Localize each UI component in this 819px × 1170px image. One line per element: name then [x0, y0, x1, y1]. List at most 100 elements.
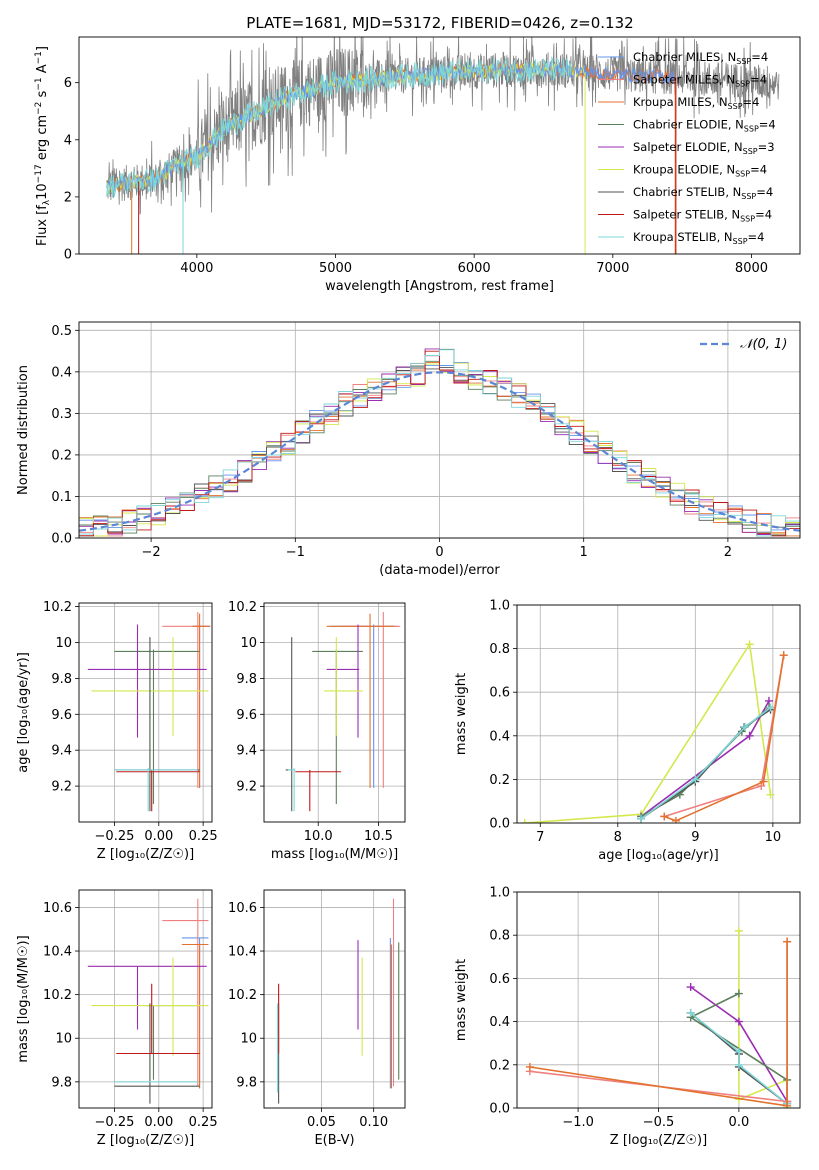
y-tick-label: 10	[55, 636, 72, 651]
weight-marker-kroupa_miles	[783, 1101, 792, 1108]
panel-residuals: −2 −1 0 1 2 0.0 0.1 0.2 0.3 0.4 0.5 (data-model)/er…	[16, 321, 801, 578]
legend-text: Kroupa STELIB, N	[633, 230, 733, 244]
x-tick-label: 0.10	[359, 1115, 388, 1130]
y-tick-label: 0.0	[51, 532, 72, 547]
y-tick-label: 0.6	[489, 972, 510, 987]
y-label-part: −1	[34, 51, 44, 64]
legend-text: Chabrier STELIB, N	[633, 185, 741, 199]
legend-label: Salpeter MILES, NSSP=4	[633, 73, 767, 89]
x-tick-label: −1	[286, 545, 305, 560]
y-tick-label: 4	[64, 133, 72, 148]
y-tick-label: 9.8	[51, 672, 72, 687]
panel-z_weight: −1.0 −0.5 0.0 0.0 0.2 0.4 0.6 0.8 1.0 Z [log₁₀(Z/…	[454, 886, 801, 1148]
grid	[79, 890, 212, 1108]
y-tick-label: 10.6	[43, 901, 72, 916]
legend-label: Kroupa ELODIE, NSSP=4	[633, 163, 767, 179]
legend-text: Kroupa ELODIE, N	[633, 163, 735, 177]
x-tick-label: −0.5	[643, 1115, 675, 1130]
panel-z_mass: −0.25 0.00 0.25 9.8 10 10.2 10.4 10.6 Z [log₁₀(Z…	[16, 889, 218, 1148]
grid	[264, 890, 405, 1108]
y-tick-label: 0.5	[51, 324, 72, 339]
weight-line-kroupa_elodie	[524, 641, 772, 823]
x-tick-label: 8	[614, 830, 622, 845]
legend-label-gaussian: 𝒩(0, 1)	[740, 337, 787, 352]
y-tick-label: 10	[240, 636, 257, 651]
legend-text: Salpeter ELODIE, N	[633, 140, 743, 154]
grid	[264, 603, 405, 822]
legend-value: =4	[750, 163, 767, 177]
legend-sub: SSP	[735, 80, 750, 89]
legend-text: Salpeter STELIB, N	[633, 208, 740, 222]
axes-frame	[263, 889, 406, 1109]
y-tick-label: 9.2	[51, 780, 72, 795]
plot-area	[520, 640, 788, 823]
y-tick-label: 9.8	[236, 672, 257, 687]
weight-marker-kroupa_miles	[759, 777, 768, 786]
y-tick-label: 0.8	[489, 929, 510, 944]
y-tick-label: 0.2	[489, 1058, 510, 1073]
y-tick-label: 0.2	[489, 773, 510, 788]
weight-line-kroupa_stelib	[640, 706, 771, 820]
x-tick-label: −0.25	[95, 829, 135, 844]
legend-value: =4	[751, 50, 768, 64]
panel-z_age: −0.25 0.00 0.25 9.2 9.4 9.6 9.8 10 10.2 Z [log₁₀(…	[16, 600, 218, 862]
weight-marker-kroupa_miles	[779, 651, 788, 660]
panel-ebv_mass: 0.05 0.10 9.8 10 10.2 10.4 10.6 E(B-V)	[228, 889, 406, 1148]
legend-text: Kroupa MILES, N	[633, 95, 728, 109]
weight-marker-kroupa_stelib	[766, 703, 775, 712]
weight-marker-kroupa_miles	[660, 812, 669, 821]
legend-sub: SSP	[728, 102, 743, 111]
y-axis-label: mass weight	[454, 673, 469, 755]
x-tick-label: 0.00	[144, 829, 173, 844]
x-axis-label: Z [log₁₀(Z/Z☉)]	[610, 1133, 707, 1148]
y-tick-label: 0.2	[51, 448, 72, 463]
weight-marker-chabrier_elodie	[734, 989, 743, 998]
weight-line-kroupa_stelib	[690, 1012, 788, 1105]
y-label-part: −17	[34, 164, 44, 183]
panel-spectrum: 4000 5000 6000 7000 8000 0 2 4 6 wavelength [Angs…	[34, 14, 801, 294]
y-tick-label: 10.2	[228, 600, 257, 615]
axes-frame	[78, 889, 213, 1109]
x-axis-label: Z [log₁₀(Z/Z☉)]	[97, 1133, 194, 1148]
plot-area	[285, 611, 401, 812]
legend-value: =3	[758, 140, 775, 154]
y-tick-label: 0	[64, 248, 72, 263]
panel-age_weight: 7 8 9 10 0.0 0.2 0.4 0.6 0.8 1.0 age [log₁₀(age/yr…	[454, 599, 801, 863]
legend-value: =4	[750, 73, 767, 87]
y-tick-label: 10.2	[228, 988, 257, 1003]
y-label-part: 10	[35, 183, 50, 200]
legend-label: Kroupa STELIB, NSSP=4	[633, 230, 764, 246]
legend-label: Chabrier ELODIE, NSSP=4	[633, 118, 776, 134]
weight-marker-kroupa_stelib	[686, 1008, 695, 1017]
y-axis-label: Flux [fλ10−17 erg cm−2 s−1 A−1]	[34, 46, 52, 246]
y-axis-label: Normed distribution	[16, 365, 31, 495]
x-tick-label: 1	[580, 545, 588, 560]
weight-line-salpeter_elodie	[640, 700, 770, 818]
grid	[517, 891, 800, 1109]
chart-title: PLATE=1681, MJD=53172, FIBERID=0426, z=0…	[246, 14, 633, 32]
y-tick-label: 1.0	[489, 599, 510, 614]
y-tick-label: 9.2	[236, 780, 257, 795]
y-tick-label: 10.4	[43, 945, 72, 960]
x-tick-label: 0.05	[307, 1115, 336, 1130]
y-tick-label: 9.6	[51, 708, 72, 723]
legend-sub: SSP	[733, 237, 748, 246]
y-label-part: λ	[42, 199, 52, 205]
weight-marker-kroupa_stelib	[734, 1060, 743, 1069]
legend-label: Salpeter STELIB, NSSP=4	[633, 208, 772, 224]
x-tick-label: 10.5	[364, 829, 393, 844]
y-label-part: A	[35, 64, 50, 77]
y-label-part: Flux [f	[35, 205, 50, 246]
y-tick-label: 9.6	[236, 708, 257, 723]
y-tick-label: 0.3	[51, 407, 72, 422]
y-tick-label: 10	[55, 1032, 72, 1047]
y-tick-label: 0.4	[489, 729, 510, 744]
legend-value: =4	[743, 95, 760, 109]
y-tick-label: 0.6	[489, 686, 510, 701]
weight-marker-salpeter_elodie	[734, 1017, 743, 1026]
legend-sub: SSP	[741, 192, 756, 201]
legend-text: Chabrier ELODIE, N	[633, 118, 744, 132]
plot-area	[525, 926, 792, 1108]
y-label-part: erg cm	[35, 115, 50, 164]
